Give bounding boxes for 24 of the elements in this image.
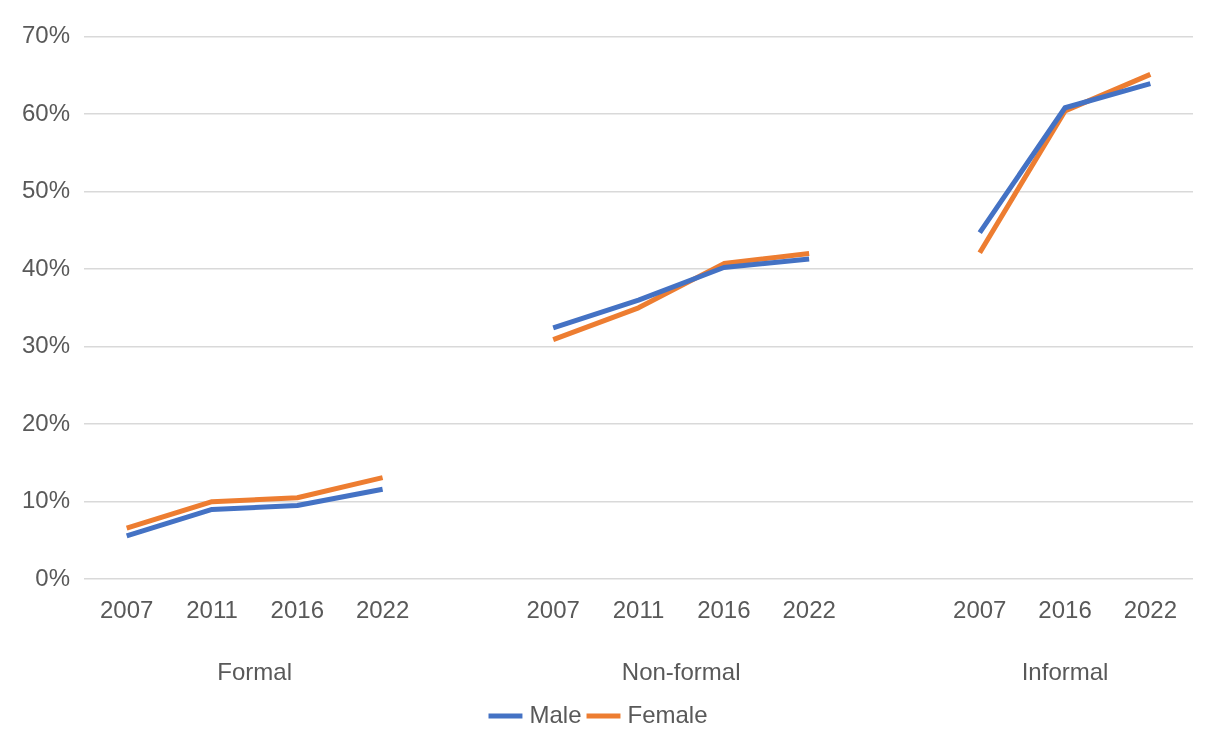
y-tick-label: 50% [21, 176, 71, 204]
y-tick-label: 0% [35, 563, 71, 591]
text: Formal [217, 657, 292, 685]
x-tick-label: 2011 [612, 596, 665, 624]
x-tick-label: 2022 [1123, 596, 1178, 624]
text: Non-formal [621, 657, 741, 685]
x-tick-label: 2022 [355, 596, 410, 624]
x-tick-label: 2016 [270, 596, 324, 624]
x-tick-label: 2016 [1038, 596, 1092, 624]
y-tick-label: 70% [21, 21, 71, 49]
y-tick-label: 30% [21, 331, 71, 359]
y-tick-label: 10% [21, 486, 71, 514]
legend-label: Male [529, 700, 582, 728]
text: Informal [1021, 657, 1109, 685]
x-tick-label: 2007 [526, 596, 580, 624]
y-tick-label: 40% [21, 253, 71, 281]
x-tick-label: 2007 [99, 596, 154, 624]
y-tick-label: 20% [21, 408, 71, 436]
legend-label: Female [627, 700, 708, 728]
x-tick-label: 2016 [697, 596, 751, 624]
x-tick-label: 2011 [186, 596, 238, 624]
y-tick-label: 60% [21, 98, 71, 126]
x-tick-label: 2007 [953, 596, 1007, 624]
x-tick-label: 2022 [782, 596, 836, 624]
